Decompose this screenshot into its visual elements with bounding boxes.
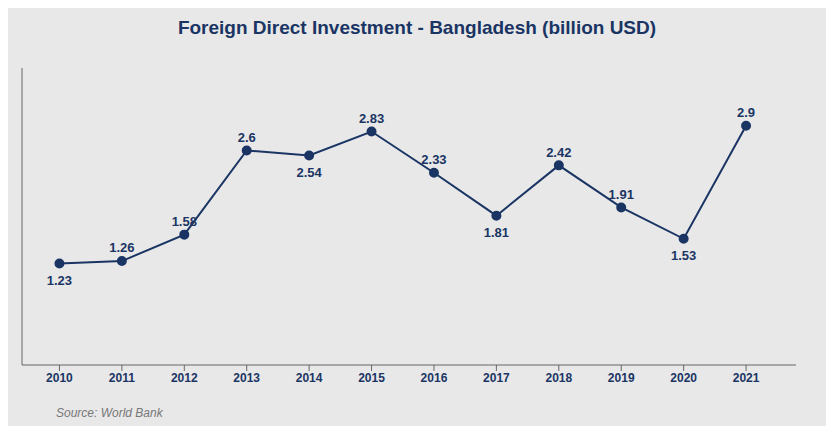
svg-text:2.33: 2.33 bbox=[421, 152, 446, 167]
svg-text:2018: 2018 bbox=[545, 371, 572, 385]
svg-text:2.42: 2.42 bbox=[546, 145, 571, 160]
svg-text:1.26: 1.26 bbox=[109, 240, 134, 255]
svg-text:1.81: 1.81 bbox=[484, 225, 509, 240]
svg-text:2020: 2020 bbox=[670, 371, 697, 385]
svg-text:2.6: 2.6 bbox=[238, 130, 256, 145]
svg-text:2015: 2015 bbox=[358, 371, 385, 385]
svg-text:1.23: 1.23 bbox=[47, 273, 72, 288]
svg-text:2011: 2011 bbox=[109, 371, 135, 385]
svg-text:2016: 2016 bbox=[421, 371, 448, 385]
svg-text:1.58: 1.58 bbox=[172, 214, 197, 229]
svg-text:2017: 2017 bbox=[483, 371, 510, 385]
svg-text:1.53: 1.53 bbox=[671, 248, 696, 263]
svg-text:2013: 2013 bbox=[233, 371, 260, 385]
html-text:Foreign Direct Investment - Ba: Foreign Direct Investment - Bangladesh (… bbox=[177, 17, 657, 38]
svg-text:2.54: 2.54 bbox=[296, 165, 322, 180]
svg-text:2010: 2010 bbox=[46, 371, 73, 385]
svg-text:2019: 2019 bbox=[608, 371, 635, 385]
html-text:Source: World Bank: Source: World Bank bbox=[56, 406, 163, 420]
svg-text:2.83: 2.83 bbox=[359, 111, 384, 126]
svg-text:2021: 2021 bbox=[733, 371, 760, 385]
svg-text:2014: 2014 bbox=[296, 371, 323, 385]
svg-text:1.91: 1.91 bbox=[609, 187, 634, 202]
svg-text:2012: 2012 bbox=[171, 371, 198, 385]
svg-text:2.9: 2.9 bbox=[737, 105, 755, 120]
